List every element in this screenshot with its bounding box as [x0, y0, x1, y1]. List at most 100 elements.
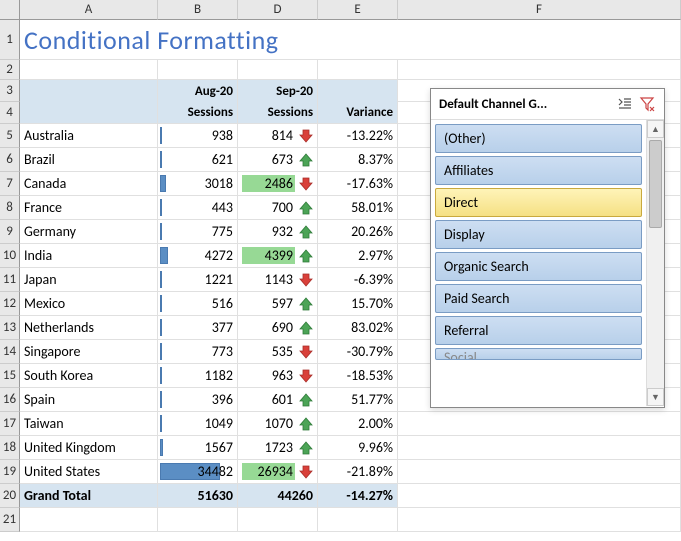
row-header-20[interactable]: 20	[0, 484, 20, 508]
slicer-item[interactable]: Paid Search	[435, 284, 642, 313]
country-cell[interactable]: Brazil	[20, 148, 158, 172]
row-header-15[interactable]: 15	[0, 364, 20, 388]
row-header-6[interactable]: 6	[0, 148, 20, 172]
sep-sessions-cell[interactable]: 1143	[238, 268, 318, 292]
col-header-e[interactable]: E	[318, 0, 398, 20]
aug-sessions-cell[interactable]: 775	[158, 220, 238, 244]
cell[interactable]	[158, 60, 238, 80]
slicer-item-partial[interactable]: Social	[435, 348, 642, 360]
variance-cell[interactable]: 2.97%	[318, 244, 398, 268]
grand-sep[interactable]: 44260	[238, 484, 318, 508]
sep-sessions-cell[interactable]: 1723	[238, 436, 318, 460]
cell[interactable]	[398, 508, 681, 532]
sep-sessions-cell[interactable]: 535	[238, 340, 318, 364]
aug-sessions-cell[interactable]: 1182	[158, 364, 238, 388]
header-variance[interactable]: Variance	[318, 102, 398, 124]
aug-sessions-cell[interactable]: 443	[158, 196, 238, 220]
scroll-up-icon[interactable]: ▲	[647, 120, 664, 138]
sep-sessions-cell[interactable]: 673	[238, 148, 318, 172]
header-aug[interactable]: Aug-20	[158, 80, 238, 102]
col-header-f[interactable]: F	[398, 0, 681, 20]
variance-cell[interactable]: -21.89%	[318, 460, 398, 484]
grand-aug[interactable]: 51630	[158, 484, 238, 508]
variance-cell[interactable]: -6.39%	[318, 268, 398, 292]
aug-sessions-cell[interactable]: 938	[158, 124, 238, 148]
country-cell[interactable]: Mexico	[20, 292, 158, 316]
sep-sessions-cell[interactable]: 963	[238, 364, 318, 388]
cell[interactable]	[20, 60, 158, 80]
col-header-d[interactable]: D	[238, 0, 318, 20]
country-cell[interactable]: South Korea	[20, 364, 158, 388]
country-cell[interactable]: Netherlands	[20, 316, 158, 340]
country-cell[interactable]: Germany	[20, 220, 158, 244]
col-header-a[interactable]: A	[20, 0, 158, 20]
row-header-13[interactable]: 13	[0, 316, 20, 340]
slicer-item[interactable]: Display	[435, 220, 642, 249]
col-header-b[interactable]: B	[158, 0, 238, 20]
sep-sessions-cell[interactable]: 597	[238, 292, 318, 316]
slicer-scrollbar[interactable]: ▲ ▼	[646, 120, 664, 406]
clear-filter-icon[interactable]	[638, 95, 656, 113]
slicer-panel[interactable]: Default Channel G... (Other)AffiliatesDi…	[430, 88, 665, 408]
country-cell[interactable]: United Kingdom	[20, 436, 158, 460]
cell[interactable]	[318, 508, 398, 532]
sep-sessions-cell[interactable]: 700	[238, 196, 318, 220]
variance-cell[interactable]: -13.22%	[318, 124, 398, 148]
cell[interactable]	[20, 508, 158, 532]
row-header-3[interactable]: 3	[0, 80, 20, 102]
sep-sessions-cell[interactable]: 814	[238, 124, 318, 148]
sep-sessions-cell[interactable]: 932	[238, 220, 318, 244]
variance-cell[interactable]: -18.53%	[318, 364, 398, 388]
slicer-item[interactable]: Organic Search	[435, 252, 642, 281]
header-sessions1[interactable]: Sessions	[158, 102, 238, 124]
aug-sessions-cell[interactable]: 773	[158, 340, 238, 364]
country-cell[interactable]: India	[20, 244, 158, 268]
sep-sessions-cell[interactable]: 601	[238, 388, 318, 412]
row-header-16[interactable]: 16	[0, 388, 20, 412]
cell[interactable]	[398, 412, 681, 436]
row-header-21[interactable]: 21	[0, 508, 20, 532]
scroll-down-icon[interactable]: ▼	[647, 388, 664, 406]
multiselect-icon[interactable]	[616, 95, 634, 113]
country-cell[interactable]: Spain	[20, 388, 158, 412]
select-all-corner[interactable]	[0, 0, 20, 20]
aug-sessions-cell[interactable]: 621	[158, 148, 238, 172]
row-header-4[interactable]: 4	[0, 102, 20, 124]
cell[interactable]	[398, 460, 681, 484]
row-header-2[interactable]: 2	[0, 60, 20, 80]
row-header-5[interactable]: 5	[0, 124, 20, 148]
row-header-7[interactable]: 7	[0, 172, 20, 196]
aug-sessions-cell[interactable]: 516	[158, 292, 238, 316]
country-cell[interactable]: Taiwan	[20, 412, 158, 436]
variance-cell[interactable]: 2.00%	[318, 412, 398, 436]
aug-sessions-cell[interactable]: 1221	[158, 268, 238, 292]
header-blank2[interactable]	[20, 102, 158, 124]
cell[interactable]	[158, 508, 238, 532]
header-sessions2[interactable]: Sessions	[238, 102, 318, 124]
variance-cell[interactable]: -30.79%	[318, 340, 398, 364]
slicer-item[interactable]: (Other)	[435, 124, 642, 153]
aug-sessions-cell[interactable]: 1049	[158, 412, 238, 436]
country-cell[interactable]: Japan	[20, 268, 158, 292]
aug-sessions-cell[interactable]: 1567	[158, 436, 238, 460]
row-header-10[interactable]: 10	[0, 244, 20, 268]
country-cell[interactable]: United States	[20, 460, 158, 484]
variance-cell[interactable]: 83.02%	[318, 316, 398, 340]
cell[interactable]	[398, 484, 681, 508]
row-header-14[interactable]: 14	[0, 340, 20, 364]
sep-sessions-cell[interactable]: 26934	[238, 460, 318, 484]
row-header-19[interactable]: 19	[0, 460, 20, 484]
sep-sessions-cell[interactable]: 2486	[238, 172, 318, 196]
slicer-item[interactable]: Affiliates	[435, 156, 642, 185]
row-header-17[interactable]: 17	[0, 412, 20, 436]
grand-total-label[interactable]: Grand Total	[20, 484, 158, 508]
aug-sessions-cell[interactable]: 377	[158, 316, 238, 340]
row-header-11[interactable]: 11	[0, 268, 20, 292]
sep-sessions-cell[interactable]: 1070	[238, 412, 318, 436]
variance-cell[interactable]: 9.96%	[318, 436, 398, 460]
page-title[interactable]: Conditional Formatting	[20, 20, 398, 60]
slicer-item[interactable]: Referral	[435, 316, 642, 345]
row-header-1[interactable]: 1	[0, 20, 20, 60]
aug-sessions-cell[interactable]: 396	[158, 388, 238, 412]
aug-sessions-cell[interactable]: 4272	[158, 244, 238, 268]
